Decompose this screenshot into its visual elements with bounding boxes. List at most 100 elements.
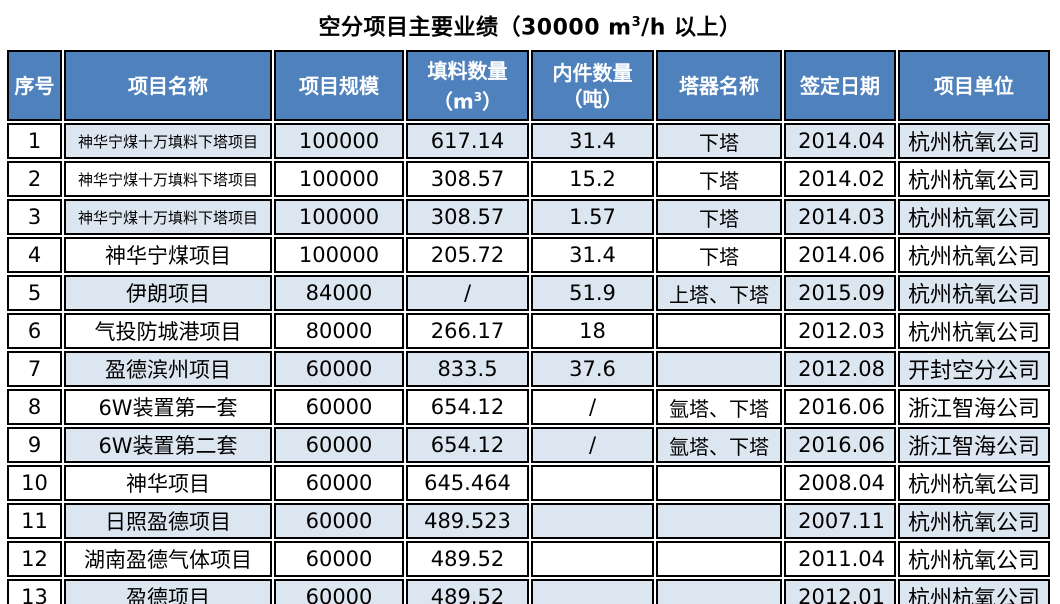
cell-sign-date: 2014.06 [784,237,896,274]
cell-packing-quantity: / [406,275,529,312]
cell-project-unit: 杭州杭氧公司 [898,579,1050,604]
table-row: 13 盈德项目 60000 489.52 2012.01 杭州杭氧公司 [7,579,1050,604]
cell-packing-quantity: 308.57 [406,161,529,198]
cell-packing-quantity: 205.72 [406,237,529,274]
cell-internals-quantity: / [531,389,654,426]
cell-tower-name: 下塔 [656,123,782,160]
cell-no: 7 [7,351,62,388]
cell-sign-date: 2011.04 [784,541,896,578]
cell-project-name: 盈德项目 [64,579,272,604]
cell-tower-name [656,465,782,502]
table-row: 8 6W装置第一套 60000 654.12 / 氩塔、下塔 2016.06 浙… [7,389,1050,426]
cell-packing-quantity: 489.52 [406,541,529,578]
cell-project-name: 湖南盈德气体项目 [64,541,272,578]
page-title-suffix: /h 以上） [641,15,742,41]
cell-sign-date: 2016.06 [784,389,896,426]
table-row: 7 盈德滨州项目 60000 833.5 37.6 2012.08 开封空分公司 [7,351,1050,388]
cell-tower-name: 氩塔、下塔 [656,427,782,464]
cell-tower-name: 下塔 [656,199,782,236]
cell-packing-quantity: 617.14 [406,123,529,160]
page-title-prefix: 空分项目主要业绩（30000 m [318,15,632,41]
performance-table: 序号 项目名称 项目规模 填料数量 （m3） 内件数量 （吨） 塔器名称 签定日期 … [5,48,1052,604]
table-row: 1 神华宁煤十万填料下塔项目 100000 617.14 31.4 下塔 201… [7,123,1050,160]
cell-internals-quantity [531,503,654,540]
cell-sign-date: 2014.04 [784,123,896,160]
cell-no: 12 [7,541,62,578]
header-project-scale: 项目规模 [274,50,404,122]
cell-sign-date: 2012.03 [784,313,896,350]
cell-tower-name [656,541,782,578]
cell-no: 4 [7,237,62,274]
cell-packing-quantity: 645.464 [406,465,529,502]
cell-sign-date: 2012.01 [784,579,896,604]
cell-project-unit: 浙江智海公司 [898,389,1050,426]
header-sign-date: 签定日期 [784,50,896,122]
cell-internals-quantity [531,465,654,502]
header-packing-superscript: 3 [473,89,483,104]
cell-tower-name [656,313,782,350]
cell-project-name: 气投防城港项目 [64,313,272,350]
cell-no: 10 [7,465,62,502]
cell-project-unit: 杭州杭氧公司 [898,123,1050,160]
header-project-unit: 项目单位 [898,50,1050,122]
table-row: 9 6W装置第二套 60000 654.12 / 氩塔、下塔 2016.06 浙… [7,427,1050,464]
cell-project-name: 神华宁煤十万填料下塔项目 [64,123,272,160]
header-no: 序号 [7,50,62,122]
header-tower-name: 塔器名称 [656,50,782,122]
cell-project-name: 日照盈德项目 [64,503,272,540]
cell-project-unit: 杭州杭氧公司 [898,465,1050,502]
cell-project-name: 6W装置第一套 [64,389,272,426]
cell-internals-quantity: 1.57 [531,199,654,236]
cell-project-unit: 杭州杭氧公司 [898,313,1050,350]
cell-internals-quantity: 15.2 [531,161,654,198]
cell-project-name: 神华宁煤十万填料下塔项目 [64,199,272,236]
page-title-superscript: 3 [631,15,642,30]
cell-tower-name [656,351,782,388]
cell-project-scale: 60000 [274,351,404,388]
cell-tower-name [656,503,782,540]
header-project-name: 项目名称 [64,50,272,122]
cell-project-scale: 84000 [274,275,404,312]
table-row: 3 神华宁煤十万填料下塔项目 100000 308.57 1.57 下塔 201… [7,199,1050,236]
cell-no: 6 [7,313,62,350]
cell-internals-quantity [531,579,654,604]
cell-project-scale: 100000 [274,237,404,274]
cell-sign-date: 2015.09 [784,275,896,312]
cell-project-scale: 100000 [274,123,404,160]
cell-sign-date: 2007.11 [784,503,896,540]
cell-project-unit: 杭州杭氧公司 [898,161,1050,198]
cell-project-scale: 60000 [274,389,404,426]
cell-internals-quantity: 37.6 [531,351,654,388]
cell-sign-date: 2012.08 [784,351,896,388]
cell-no: 9 [7,427,62,464]
cell-no: 13 [7,579,62,604]
table-row: 6 气投防城港项目 80000 266.17 18 2012.03 杭州杭氧公司 [7,313,1050,350]
cell-project-name: 6W装置第二套 [64,427,272,464]
cell-tower-name: 下塔 [656,237,782,274]
cell-packing-quantity: 489.52 [406,579,529,604]
table-row: 12 湖南盈德气体项目 60000 489.52 2011.04 杭州杭氧公司 [7,541,1050,578]
cell-tower-name [656,579,782,604]
cell-project-scale: 100000 [274,199,404,236]
cell-sign-date: 2008.04 [784,465,896,502]
cell-internals-quantity: 31.4 [531,237,654,274]
cell-project-name: 神华项目 [64,465,272,502]
cell-sign-date: 2014.02 [784,161,896,198]
cell-project-scale: 100000 [274,161,404,198]
cell-project-name: 盈德滨州项目 [64,351,272,388]
cell-project-unit: 杭州杭氧公司 [898,541,1050,578]
table-row: 4 神华宁煤项目 100000 205.72 31.4 下塔 2014.06 杭… [7,237,1050,274]
cell-project-name: 伊朗项目 [64,275,272,312]
cell-project-unit: 杭州杭氧公司 [898,275,1050,312]
cell-project-unit: 杭州杭氧公司 [898,237,1050,274]
header-packing-quantity: 填料数量 （m3） [406,50,529,122]
cell-tower-name: 氩塔、下塔 [656,389,782,426]
cell-project-unit: 杭州杭氧公司 [898,503,1050,540]
cell-no: 5 [7,275,62,312]
table-row: 2 神华宁煤十万填料下塔项目 100000 308.57 15.2 下塔 201… [7,161,1050,198]
cell-project-unit: 开封空分公司 [898,351,1050,388]
cell-project-unit: 杭州杭氧公司 [898,199,1050,236]
cell-project-scale: 60000 [274,579,404,604]
header-internals-quantity: 内件数量 （吨） [531,50,654,122]
cell-project-unit: 浙江智海公司 [898,427,1050,464]
